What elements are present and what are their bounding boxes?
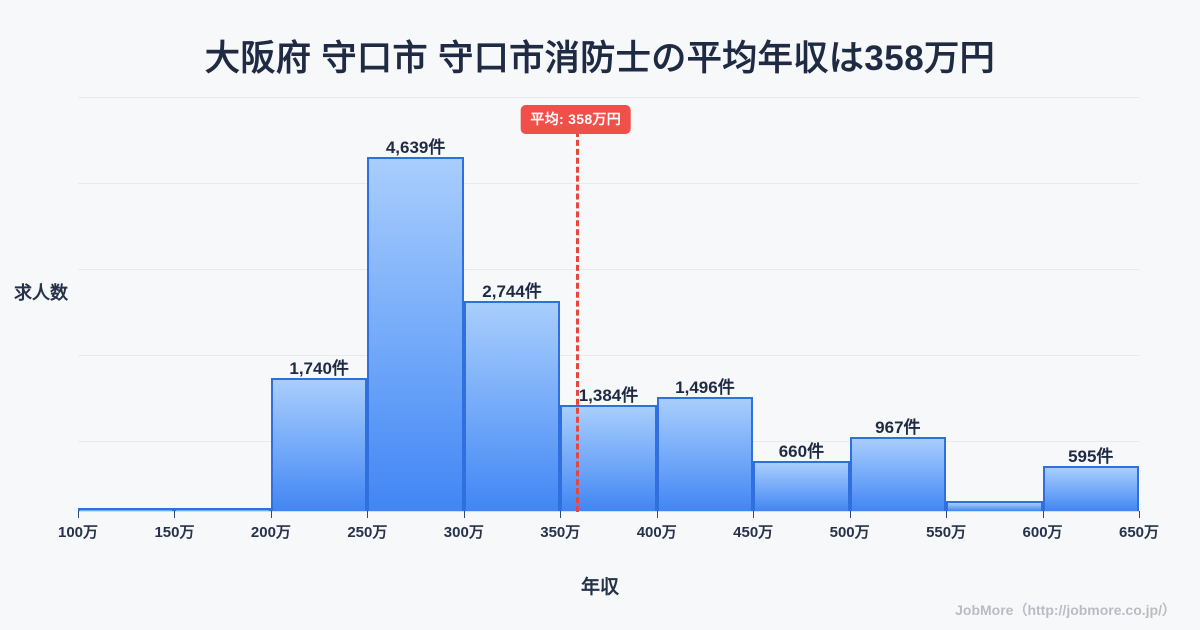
- gridline: [78, 97, 1139, 98]
- x-axis-tick-mark: [463, 511, 465, 518]
- x-axis-tick-mark: [174, 511, 176, 518]
- x-axis-tick-label: 250万: [347, 524, 388, 541]
- x-axis-tick-mark: [270, 511, 272, 518]
- x-axis-tick-mark: [367, 511, 369, 518]
- histogram-bar[interactable]: [1042, 465, 1139, 511]
- average-badge: 平均: 358万円: [520, 105, 632, 134]
- x-axis-tick-mark: [1139, 511, 1140, 518]
- x-axis-tick-mark: [1042, 511, 1044, 518]
- gridline: [78, 269, 1139, 270]
- x-axis-tick-mark: [560, 511, 562, 518]
- x-axis-tick-label: 500万: [829, 524, 870, 541]
- x-axis-tick-mark: [946, 511, 948, 518]
- x-axis-tick-label: 200万: [250, 524, 291, 541]
- x-axis-tick-mark: [78, 511, 79, 518]
- x-axis-tick-label: 600万: [1022, 524, 1063, 541]
- histogram-bar[interactable]: [753, 460, 850, 511]
- bar-value-label: 2,744件: [482, 282, 542, 302]
- x-axis-tick-mark: [753, 511, 755, 518]
- histogram-bar[interactable]: [174, 508, 271, 511]
- histogram-bar[interactable]: [367, 156, 464, 511]
- bar-value-label: 1,496件: [675, 377, 735, 397]
- histogram-bar[interactable]: [78, 508, 175, 511]
- x-axis-tick-label: 650万: [1118, 524, 1160, 541]
- bar-value-label: 660件: [778, 441, 825, 461]
- histogram-bar[interactable]: [946, 501, 1043, 511]
- bar-value-label: 4,639件: [385, 137, 446, 157]
- x-axis-tick-mark: [656, 511, 658, 518]
- x-axis-tick-mark: [849, 511, 851, 518]
- x-axis-tick-label: 400万: [636, 524, 677, 541]
- x-axis-tick-label: 450万: [733, 524, 774, 541]
- histogram-bar[interactable]: [656, 396, 754, 511]
- histogram-bar[interactable]: [463, 301, 561, 511]
- histogram-bar[interactable]: [270, 378, 368, 511]
- gridline: [78, 183, 1139, 184]
- chart-title: 大阪府 守口市 守口市消防士の平均年収は358万円: [204, 39, 996, 78]
- histogram-bar[interactable]: [849, 437, 947, 511]
- x-axis-baseline: [78, 511, 1139, 512]
- x-axis-tick-label: 550万: [926, 524, 967, 541]
- y-axis-title: 求人数: [14, 283, 68, 303]
- bar-value-label: 1,384件: [578, 386, 639, 406]
- average-line: [575, 131, 579, 512]
- bar-value-label: 967件: [875, 418, 921, 438]
- gridline: [78, 355, 1139, 356]
- x-axis-tick-label: 100万: [57, 524, 99, 541]
- x-axis-tick-label: 350万: [540, 524, 581, 541]
- x-axis-tick-label: 150万: [154, 524, 195, 541]
- bar-value-label: 1,740件: [289, 359, 349, 379]
- x-axis-title: 年収: [580, 577, 619, 598]
- footer-credit: JobMore（http://jobmore.co.jp/）: [955, 602, 1176, 618]
- x-axis-tick-label: 300万: [443, 524, 484, 541]
- bar-value-label: 595件: [1068, 446, 1114, 466]
